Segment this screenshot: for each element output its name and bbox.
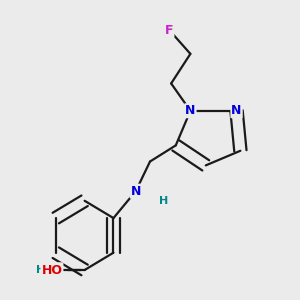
Text: F: F	[165, 23, 173, 37]
Text: H: H	[159, 196, 168, 206]
Text: N: N	[130, 185, 141, 198]
Text: H: H	[36, 265, 45, 275]
Text: N: N	[185, 104, 196, 117]
Text: O: O	[50, 263, 61, 277]
Text: N: N	[231, 104, 242, 117]
Text: HO: HO	[41, 263, 62, 277]
